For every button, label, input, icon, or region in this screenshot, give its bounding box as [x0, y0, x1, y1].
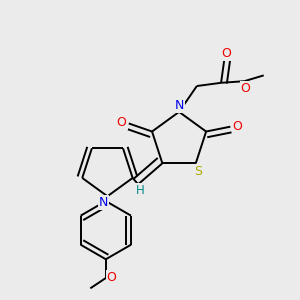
- Text: O: O: [221, 46, 231, 60]
- Text: N: N: [99, 196, 108, 208]
- Text: O: O: [241, 82, 250, 95]
- Text: H: H: [135, 184, 144, 197]
- Text: S: S: [194, 165, 202, 178]
- Text: O: O: [232, 119, 242, 133]
- Text: O: O: [117, 116, 127, 129]
- Text: N: N: [175, 99, 184, 112]
- Text: O: O: [107, 272, 117, 284]
